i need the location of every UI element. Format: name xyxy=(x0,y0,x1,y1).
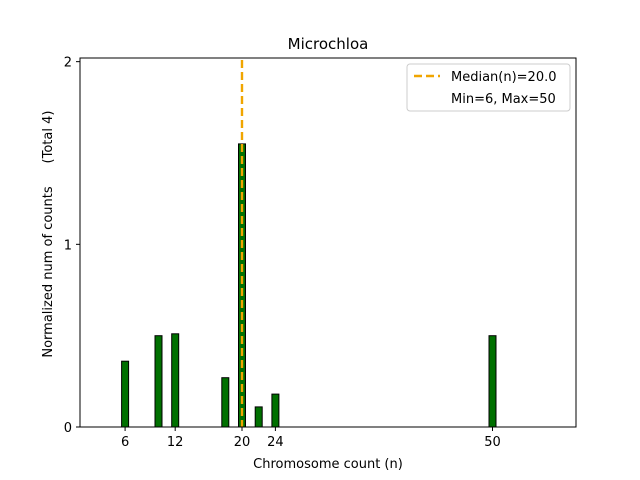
x-axis-label: Chromosome count (n) xyxy=(253,457,403,472)
legend-entry-median: Median(n)=20.0 xyxy=(451,70,557,85)
bar-n18 xyxy=(221,377,230,428)
x-tick-label: 6 xyxy=(121,435,129,450)
bar-n22 xyxy=(254,406,263,428)
plot-frame xyxy=(79,57,577,428)
bar-series xyxy=(121,143,497,428)
bar-n10 xyxy=(154,335,163,428)
x-axis-ticks: 6 12 20 24 50 xyxy=(121,427,501,450)
y-tick-label: 1 xyxy=(64,238,72,253)
x-tick-label: 24 xyxy=(267,435,284,450)
bar-n50 xyxy=(488,335,497,428)
bar-n6 xyxy=(121,360,130,428)
y-axis-label: Normalized num of counts xyxy=(41,186,56,357)
y-tick-label: 0 xyxy=(64,421,72,436)
x-tick-label: 12 xyxy=(167,435,184,450)
y-axis-ticks: 0 1 2 xyxy=(64,56,80,436)
legend-box xyxy=(406,63,571,112)
x-tick-label: 50 xyxy=(484,435,501,450)
bar-n24 xyxy=(271,393,280,428)
legend-entry-range: Min=6, Max=50 xyxy=(451,92,556,107)
y-axis-total-note: (Total 4) xyxy=(41,111,56,164)
x-tick-label: 20 xyxy=(234,435,251,450)
legend: Median(n)=20.0 Min=6, Max=50 xyxy=(406,63,571,112)
chart-title: Microchloa xyxy=(288,35,369,53)
y-tick-label: 2 xyxy=(64,56,72,71)
bar-n12 xyxy=(171,333,180,428)
